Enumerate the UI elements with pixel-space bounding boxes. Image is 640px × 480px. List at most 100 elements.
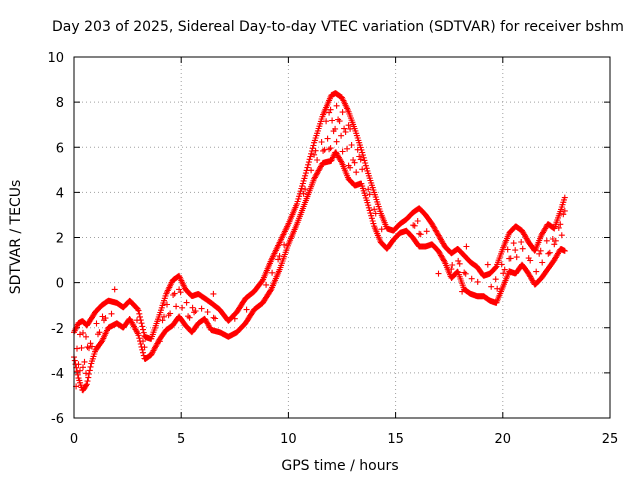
- data-point: [269, 269, 276, 276]
- data-point: [302, 172, 309, 179]
- data-point: [85, 374, 92, 381]
- data-point: [179, 304, 186, 311]
- data-point: [83, 370, 89, 377]
- data-point: [275, 256, 282, 263]
- data-point: [80, 329, 86, 336]
- data-point: [561, 207, 568, 214]
- data-point: [555, 224, 562, 231]
- data-point: [336, 118, 343, 125]
- data-point: [77, 367, 83, 374]
- data-point: [537, 247, 544, 254]
- data-point: [77, 331, 83, 338]
- data-point: [78, 344, 85, 351]
- data-point: [87, 340, 94, 347]
- data-point: [492, 264, 499, 271]
- data-point: [449, 262, 456, 268]
- data-point: [435, 270, 442, 277]
- data-point: [372, 210, 379, 217]
- data-point: [74, 345, 80, 352]
- data-point: [75, 361, 82, 368]
- y-tick-label: 4: [56, 186, 64, 201]
- data-point: [359, 166, 366, 173]
- data-point: [139, 323, 146, 330]
- data-point: [527, 257, 534, 264]
- data-point: [504, 246, 511, 253]
- data-point: [83, 382, 89, 389]
- data-point: [138, 320, 145, 327]
- data-point: [410, 222, 417, 229]
- data-point: [89, 343, 95, 350]
- data-point: [368, 215, 375, 222]
- data-point: [510, 240, 517, 247]
- data-point: [83, 333, 89, 340]
- data-point: [87, 363, 94, 370]
- data-point: [74, 371, 81, 378]
- data-point: [361, 157, 368, 164]
- y-tick-label: 6: [56, 141, 64, 156]
- data-point: [459, 288, 466, 295]
- data-point: [362, 162, 369, 169]
- plot-frame: [73, 56, 611, 419]
- data-point: [347, 125, 354, 132]
- data-point: [170, 292, 177, 298]
- data-point: [302, 170, 309, 177]
- data-point: [212, 315, 219, 322]
- data-point: [423, 228, 430, 235]
- data-point: [332, 125, 339, 132]
- data-point: [339, 109, 346, 116]
- data-point: [417, 231, 424, 238]
- data-point: [357, 156, 364, 163]
- data-point: [176, 286, 183, 293]
- data-point: [161, 313, 167, 320]
- data-point: [333, 138, 340, 145]
- data-point: [308, 167, 315, 174]
- data-point: [111, 286, 118, 293]
- data-point: [351, 159, 358, 166]
- data-point: [341, 125, 348, 132]
- data-point: [371, 206, 378, 213]
- data-point: [305, 161, 312, 168]
- data-point: [259, 277, 266, 284]
- data-point: [185, 313, 192, 320]
- data-point: [378, 226, 385, 233]
- data-point: [86, 367, 93, 374]
- data-point: [546, 249, 553, 256]
- x-axis-label: GPS time / hours: [281, 458, 398, 474]
- data-point: [455, 257, 462, 264]
- x-tick-label: 20: [495, 432, 512, 447]
- data-point: [462, 270, 469, 277]
- data-point: [339, 148, 346, 155]
- data-point: [140, 349, 146, 356]
- data-point: [136, 335, 143, 342]
- data-point: [468, 275, 475, 282]
- data-point: [135, 332, 142, 339]
- data-point: [102, 315, 109, 322]
- grid: [74, 57, 610, 418]
- data-point: [310, 142, 317, 149]
- data-point: [411, 222, 418, 229]
- data-point: [186, 314, 193, 321]
- data-point: [498, 261, 505, 268]
- data-point: [501, 266, 508, 273]
- data-point: [84, 378, 91, 385]
- data-point: [370, 220, 377, 227]
- data-point: [83, 381, 90, 388]
- data-point: [81, 358, 88, 365]
- data-point: [135, 307, 142, 314]
- data-point: [369, 218, 376, 224]
- y-tick-label: 2: [56, 232, 64, 247]
- data-point: [276, 253, 283, 259]
- data-point: [304, 164, 311, 171]
- x-tick-label: 0: [70, 432, 78, 447]
- data-point: [295, 195, 302, 202]
- data-point: [318, 139, 325, 145]
- data-point: [543, 237, 550, 244]
- data-point: [294, 198, 301, 205]
- data-point: [363, 165, 370, 172]
- data-point: [359, 152, 366, 159]
- data-point: [536, 250, 543, 257]
- data-point: [183, 299, 190, 306]
- data-point: [301, 175, 308, 182]
- data-point: [307, 153, 314, 160]
- data-point: [338, 158, 345, 165]
